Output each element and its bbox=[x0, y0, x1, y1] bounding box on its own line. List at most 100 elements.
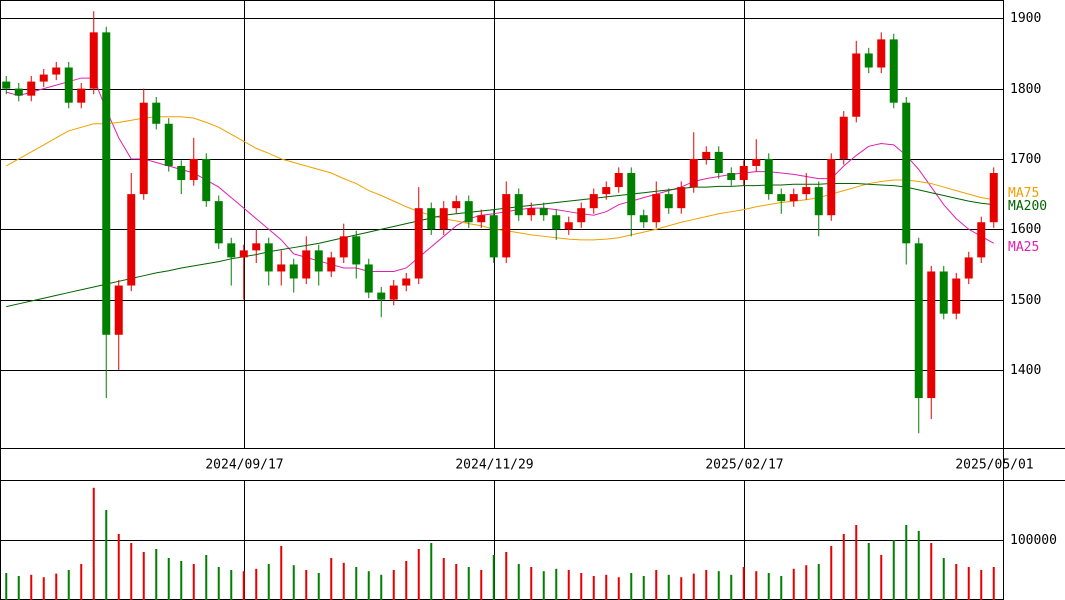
volume-bar bbox=[330, 558, 333, 600]
volume-bar bbox=[805, 565, 808, 600]
candle-body bbox=[239, 250, 248, 258]
volume-bar bbox=[555, 568, 558, 600]
candle-body bbox=[939, 271, 948, 314]
candle-body bbox=[52, 67, 61, 75]
candle-body bbox=[2, 81, 11, 89]
y-tick-label: 1700 bbox=[1010, 152, 1041, 167]
candle-body bbox=[114, 285, 123, 335]
candle-body bbox=[102, 32, 111, 335]
volume-bar bbox=[5, 573, 8, 600]
volume-bar bbox=[880, 555, 883, 600]
x-tick-label: 2025/05/01 bbox=[955, 458, 1033, 473]
volume-bar bbox=[592, 576, 595, 600]
volume-bar bbox=[567, 570, 570, 600]
volume-bar bbox=[417, 549, 420, 600]
volume-bar bbox=[655, 570, 658, 600]
volume-bar bbox=[767, 573, 770, 600]
legend-label: MA75 bbox=[1008, 186, 1039, 201]
candle-body bbox=[977, 222, 986, 258]
volume-bar bbox=[967, 567, 970, 600]
candle-body bbox=[777, 194, 786, 202]
volume-bar bbox=[230, 570, 233, 600]
candle-body bbox=[489, 215, 498, 258]
volume-bar bbox=[180, 561, 183, 600]
candle-body bbox=[302, 250, 311, 279]
volume-bar bbox=[442, 558, 445, 600]
candle-body bbox=[952, 278, 961, 314]
candle-body bbox=[927, 271, 936, 399]
volume-bar bbox=[355, 567, 358, 600]
volume-bar bbox=[380, 574, 383, 600]
volume-bar bbox=[630, 573, 633, 600]
volume-bar bbox=[67, 570, 70, 600]
volume-bar bbox=[142, 552, 145, 600]
candle-body bbox=[814, 187, 823, 216]
volume-bar bbox=[642, 576, 645, 600]
candle-body bbox=[314, 250, 323, 272]
candle-body bbox=[714, 151, 723, 174]
volume-bar bbox=[580, 573, 583, 600]
volume-bar bbox=[192, 564, 195, 600]
volume-bar bbox=[367, 571, 370, 600]
candle-body bbox=[14, 88, 23, 96]
candle-body bbox=[377, 292, 386, 300]
volume-bar bbox=[92, 487, 95, 600]
volume-bar bbox=[792, 568, 795, 600]
volume-bar bbox=[467, 567, 470, 600]
volume-bar bbox=[80, 564, 83, 600]
y-tick-label: 1500 bbox=[1010, 293, 1041, 308]
volume-bar bbox=[955, 564, 958, 600]
volume-bar bbox=[930, 543, 933, 600]
candle-body bbox=[852, 53, 861, 117]
candle-body bbox=[639, 215, 648, 223]
candle-body bbox=[477, 215, 486, 223]
volume-bar bbox=[342, 562, 345, 600]
volume-bar bbox=[530, 567, 533, 600]
volume-bar bbox=[117, 534, 120, 600]
candle-body bbox=[577, 208, 586, 223]
candle-body bbox=[327, 257, 336, 272]
candle-body bbox=[564, 222, 573, 230]
candle-body bbox=[627, 173, 636, 216]
volume-bar bbox=[980, 570, 983, 600]
volume-bar bbox=[705, 570, 708, 600]
volume-bar bbox=[892, 540, 895, 600]
volume-bar bbox=[692, 573, 695, 600]
candle-body bbox=[914, 243, 923, 399]
candle-body bbox=[364, 264, 373, 293]
candle-body bbox=[752, 158, 761, 166]
candle-body bbox=[652, 194, 661, 223]
volume-bar bbox=[842, 534, 845, 600]
candle-body bbox=[739, 165, 748, 181]
volume-bar bbox=[917, 531, 920, 600]
volume-bar bbox=[167, 558, 170, 600]
volume-bar bbox=[730, 574, 733, 600]
candle-body bbox=[902, 102, 911, 244]
volume-bar bbox=[480, 570, 483, 600]
volume-bar bbox=[667, 574, 670, 600]
candle-body bbox=[839, 116, 848, 159]
volume-bar bbox=[942, 558, 945, 600]
volume-bar bbox=[680, 577, 683, 600]
volume-bar bbox=[780, 576, 783, 600]
candle-body bbox=[727, 173, 736, 181]
candle-body bbox=[614, 173, 623, 188]
y-tick-label: 1900 bbox=[1010, 11, 1041, 26]
candle-body bbox=[427, 208, 436, 230]
candle-body bbox=[802, 187, 811, 195]
volume-tick-label: 100000 bbox=[1010, 533, 1057, 548]
y-tick-label: 1800 bbox=[1010, 82, 1041, 97]
candle-body bbox=[702, 151, 711, 159]
volume-bar bbox=[317, 573, 320, 600]
candle-body bbox=[789, 194, 798, 202]
volume-bar bbox=[105, 510, 108, 600]
volume-bar bbox=[492, 555, 495, 600]
candle-body bbox=[602, 187, 611, 195]
candle-body bbox=[352, 236, 361, 265]
y-tick-label: 1400 bbox=[1010, 363, 1041, 378]
candle-body bbox=[252, 243, 261, 251]
candle-body bbox=[77, 88, 86, 103]
legend-label: MA200 bbox=[1008, 199, 1047, 214]
volume-bar bbox=[205, 555, 208, 600]
